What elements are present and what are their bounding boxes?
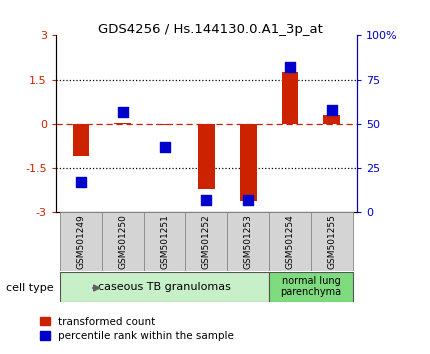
Bar bbox=[240, 124, 257, 201]
Point bbox=[286, 64, 293, 70]
Text: GDS4256 / Hs.144130.0.A1_3p_at: GDS4256 / Hs.144130.0.A1_3p_at bbox=[98, 23, 323, 36]
Point bbox=[77, 179, 84, 185]
Text: GSM501252: GSM501252 bbox=[202, 214, 211, 269]
Bar bbox=[311, 212, 353, 271]
Text: caseous TB granulomas: caseous TB granulomas bbox=[98, 281, 231, 292]
Bar bbox=[60, 212, 102, 271]
Bar bbox=[144, 212, 185, 271]
Point bbox=[329, 107, 335, 113]
Bar bbox=[73, 124, 89, 156]
Point bbox=[245, 197, 252, 203]
Bar bbox=[269, 212, 311, 271]
Bar bbox=[227, 212, 269, 271]
Text: GSM501251: GSM501251 bbox=[160, 214, 169, 269]
Bar bbox=[60, 272, 269, 302]
Text: GSM501255: GSM501255 bbox=[327, 214, 336, 269]
Bar bbox=[114, 123, 131, 124]
Text: GSM501253: GSM501253 bbox=[244, 214, 253, 269]
Point bbox=[161, 144, 168, 150]
Text: GSM501250: GSM501250 bbox=[118, 214, 127, 269]
Bar bbox=[198, 124, 215, 189]
Bar bbox=[269, 272, 353, 302]
Bar bbox=[102, 212, 144, 271]
Text: GSM501254: GSM501254 bbox=[286, 214, 295, 269]
Bar bbox=[323, 115, 340, 124]
Point bbox=[203, 197, 210, 203]
Point bbox=[120, 109, 126, 114]
Bar bbox=[156, 124, 173, 125]
Text: GSM501249: GSM501249 bbox=[77, 214, 86, 269]
Bar bbox=[185, 212, 227, 271]
Bar bbox=[282, 72, 298, 124]
Text: cell type: cell type bbox=[6, 283, 54, 293]
Text: normal lung
parenchyma: normal lung parenchyma bbox=[280, 276, 341, 297]
Legend: transformed count, percentile rank within the sample: transformed count, percentile rank withi… bbox=[40, 317, 234, 341]
